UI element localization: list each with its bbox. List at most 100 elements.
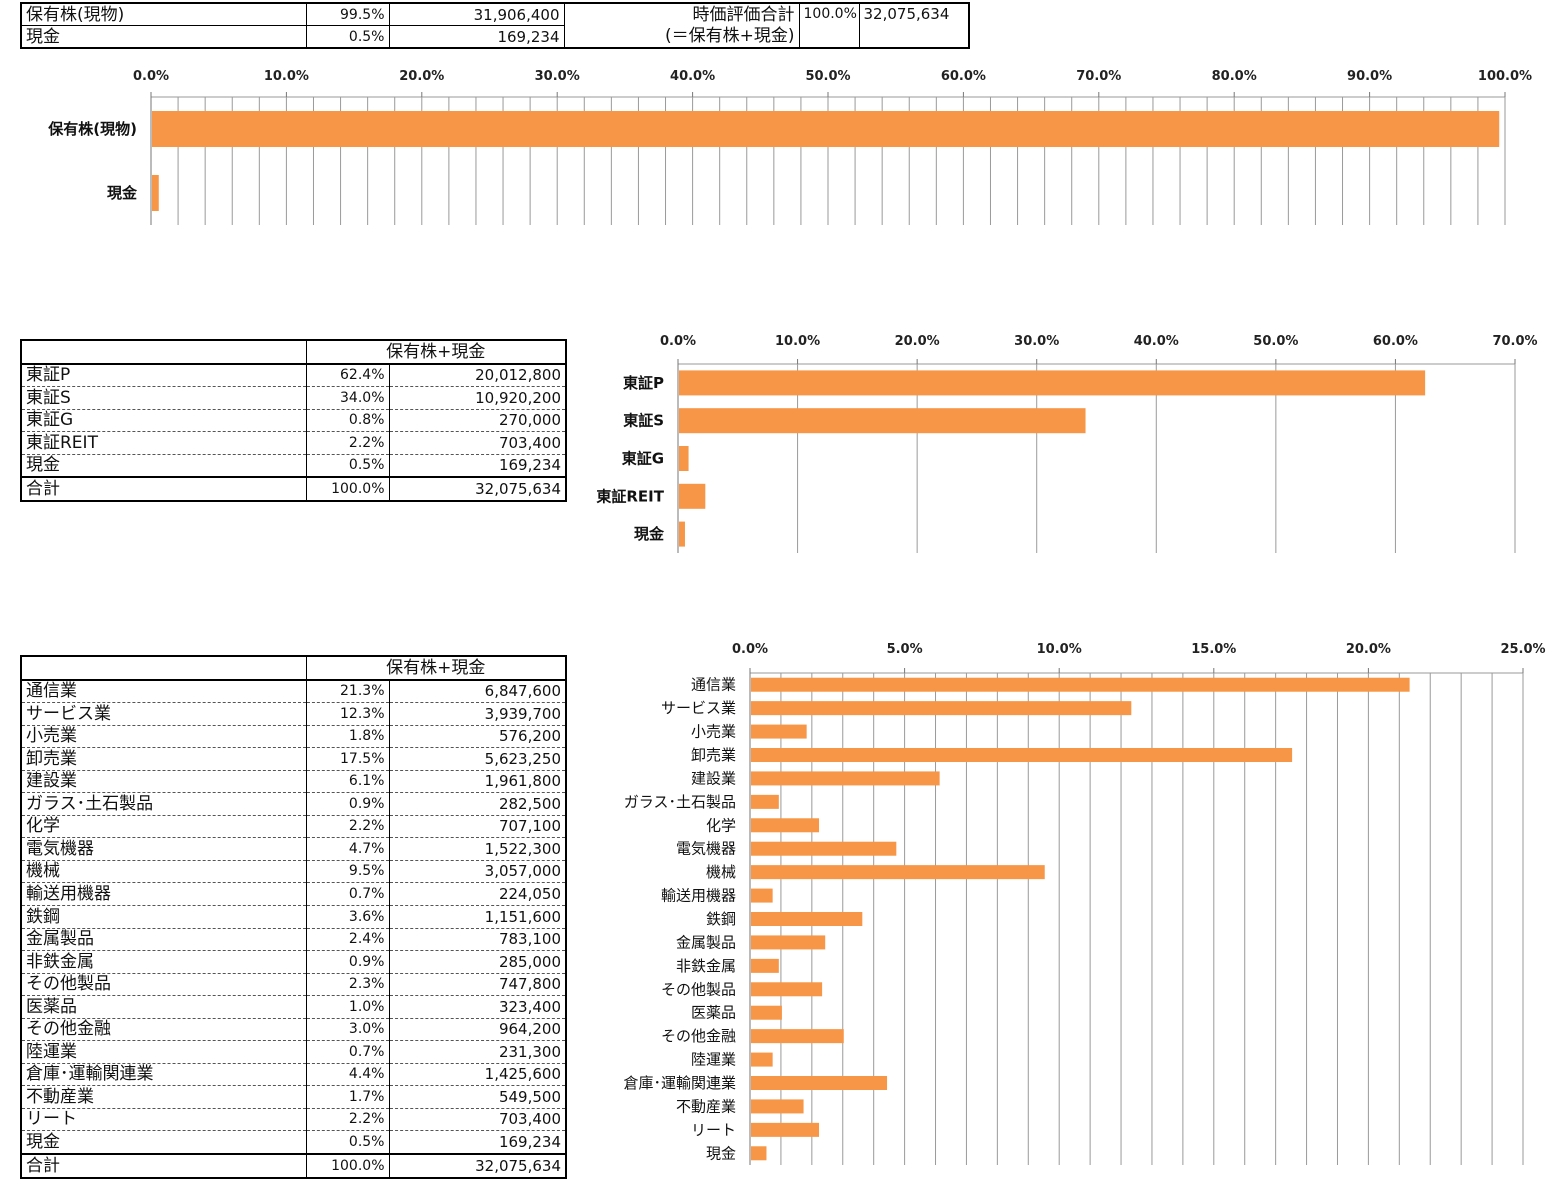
row-label: その他製品 bbox=[21, 973, 306, 997]
table-row: 輸送用機器 0.7% 224,050 bbox=[21, 882, 566, 907]
category-label: 鉄鋼 bbox=[706, 910, 736, 928]
table-header-row: 保有株+現金 bbox=[21, 340, 566, 365]
row-value: 169,234 bbox=[388, 1130, 566, 1155]
row-pct: 1.8% bbox=[305, 725, 389, 749]
total-pct: 100.0% bbox=[798, 3, 859, 48]
table-row: 非鉄金属 0.9% 285,000 bbox=[21, 950, 566, 974]
row-label: 鉄鋼 bbox=[21, 905, 306, 929]
table-header: 保有株+現金 bbox=[305, 656, 566, 681]
bar bbox=[679, 370, 1426, 396]
market-table: 保有株+現金 東証P 62.4% 20,012,800 東証S 34.0% 10,920,2… bbox=[20, 339, 567, 502]
category-label: 電気機器 bbox=[676, 840, 736, 858]
category-label: その他金融 bbox=[661, 1027, 736, 1045]
bar bbox=[679, 408, 1086, 434]
x-tick-label: 30.0% bbox=[535, 69, 580, 84]
row-pct: 1.7% bbox=[305, 1085, 389, 1109]
x-tick-label: 25.0% bbox=[1500, 642, 1545, 657]
row-pct: 2.2% bbox=[305, 1108, 389, 1132]
bar bbox=[751, 677, 1410, 692]
x-tick-label: 5.0% bbox=[887, 642, 923, 657]
bar bbox=[751, 1122, 820, 1137]
row-value: 1,961,800 bbox=[388, 770, 566, 794]
bar bbox=[751, 771, 940, 786]
bar bbox=[751, 865, 1045, 880]
table-row: 東証S 34.0% 10,920,200 bbox=[21, 386, 566, 410]
table-row: 機械 9.5% 3,057,000 bbox=[21, 860, 566, 884]
row-label: ガラス･土石製品 bbox=[21, 792, 306, 816]
category-label: 東証REIT bbox=[596, 487, 664, 505]
category-label: 卸売業 bbox=[691, 746, 736, 764]
x-tick-label: 70.0% bbox=[1076, 69, 1121, 84]
row-label: 現金 bbox=[26, 1131, 60, 1152]
table-row: その他金融 3.0% 964,200 bbox=[21, 1018, 566, 1042]
x-tick-label: 60.0% bbox=[941, 69, 986, 84]
category-label: 小売業 bbox=[691, 723, 736, 741]
total-label: 合計 bbox=[21, 476, 306, 501]
bar bbox=[152, 175, 159, 211]
row-pct: 3.0% bbox=[305, 1018, 389, 1042]
row-pct: 0.5% bbox=[305, 1130, 389, 1155]
bar bbox=[751, 701, 1132, 716]
row-label: 東証G bbox=[21, 409, 306, 432]
x-tick-label: 0.0% bbox=[732, 642, 768, 657]
total-pct: 100.0% bbox=[305, 476, 389, 501]
row-value: 549,500 bbox=[388, 1085, 566, 1109]
table-row: 電気機器 4.7% 1,522,300 bbox=[21, 837, 566, 861]
header-blank bbox=[21, 656, 306, 681]
row-pct: 0.9% bbox=[305, 792, 389, 816]
total-label-line1: 時価評価合計 bbox=[692, 4, 795, 25]
row-pct: 0.8% bbox=[305, 409, 389, 432]
total-value: 32,075,634 bbox=[388, 476, 566, 501]
row-label: 卸売業 bbox=[21, 747, 306, 771]
x-tick-label: 100.0% bbox=[1478, 69, 1532, 84]
bar bbox=[751, 1099, 804, 1114]
row-label: 医薬品 bbox=[21, 995, 306, 1019]
sector-table: 保有株+現金 通信業 21.3% 6,847,600 サービス業 12.3% 3,939,7… bbox=[20, 655, 567, 1179]
bar bbox=[751, 1076, 888, 1090]
bar bbox=[751, 818, 820, 833]
category-label: 不動産業 bbox=[676, 1097, 736, 1115]
table-row: 鉄鋼 3.6% 1,151,600 bbox=[21, 905, 566, 929]
row-value: 224,050 bbox=[388, 882, 566, 907]
x-tick-label: 70.0% bbox=[1492, 334, 1537, 349]
category-label: 陸運業 bbox=[691, 1051, 736, 1069]
category-label: 倉庫･運輸関連業 bbox=[623, 1074, 736, 1092]
row-pct: 4.7% bbox=[305, 837, 389, 861]
table-row: 医薬品 1.0% 323,400 bbox=[21, 995, 566, 1019]
row-label: 機械 bbox=[21, 860, 306, 884]
table-row: 現金 0.5% 169,234 bbox=[21, 25, 969, 48]
category-label: 金属製品 bbox=[676, 933, 736, 951]
table-row: 東証REIT 2.2% 703,400 bbox=[21, 431, 566, 455]
row-label: 小売業 bbox=[21, 725, 306, 749]
category-label: 機械 bbox=[706, 863, 736, 881]
category-label: 輸送用機器 bbox=[661, 887, 736, 905]
bar bbox=[751, 748, 1293, 762]
table-row: 東証G 0.8% 270,000 bbox=[21, 409, 566, 432]
x-tick-label: 80.0% bbox=[1212, 69, 1257, 84]
x-tick-label: 40.0% bbox=[670, 69, 715, 84]
market-bar-chart: 0.0% 10.0% 20.0% 30.0% 40.0% 50.0% 60.0% 70.0% 東… bbox=[596, 334, 1538, 553]
row-value: 964,200 bbox=[388, 1018, 566, 1042]
row-value: 6,847,600 bbox=[388, 679, 566, 704]
row-label: 保有株(現物) bbox=[21, 3, 306, 26]
row-pct: 12.3% bbox=[305, 702, 389, 726]
total-value: 32,075,634 bbox=[858, 3, 969, 48]
row-value: 1,425,600 bbox=[388, 1063, 566, 1087]
total-label: 時価評価合計 (＝保有株+現金) bbox=[563, 3, 799, 48]
total-pct: 100.0% bbox=[305, 1153, 389, 1178]
header-blank bbox=[21, 340, 306, 365]
total-value: 32,075,634 bbox=[388, 1153, 566, 1178]
row-pct: 0.5% bbox=[305, 25, 389, 48]
category-label: ガラス･土石製品 bbox=[624, 793, 736, 811]
row-pct: 2.3% bbox=[305, 973, 389, 997]
row-label: 倉庫･運輸関連業 bbox=[21, 1063, 306, 1087]
allocation-bar-chart: 0.0% 10.0% 20.0% 30.0% 40.0% 50.0% 60.0% 70.0% 8… bbox=[47, 69, 1532, 225]
bar bbox=[751, 958, 779, 973]
row-value: 5,623,250 bbox=[388, 747, 566, 771]
x-tick-label: 30.0% bbox=[1014, 334, 1059, 349]
bar bbox=[152, 111, 1500, 147]
table-row: サービス業 12.3% 3,939,700 bbox=[21, 702, 566, 726]
table-header: 保有株+現金 bbox=[305, 340, 566, 365]
row-label: 現金 bbox=[26, 455, 60, 475]
x-tick-label: 0.0% bbox=[133, 69, 169, 84]
